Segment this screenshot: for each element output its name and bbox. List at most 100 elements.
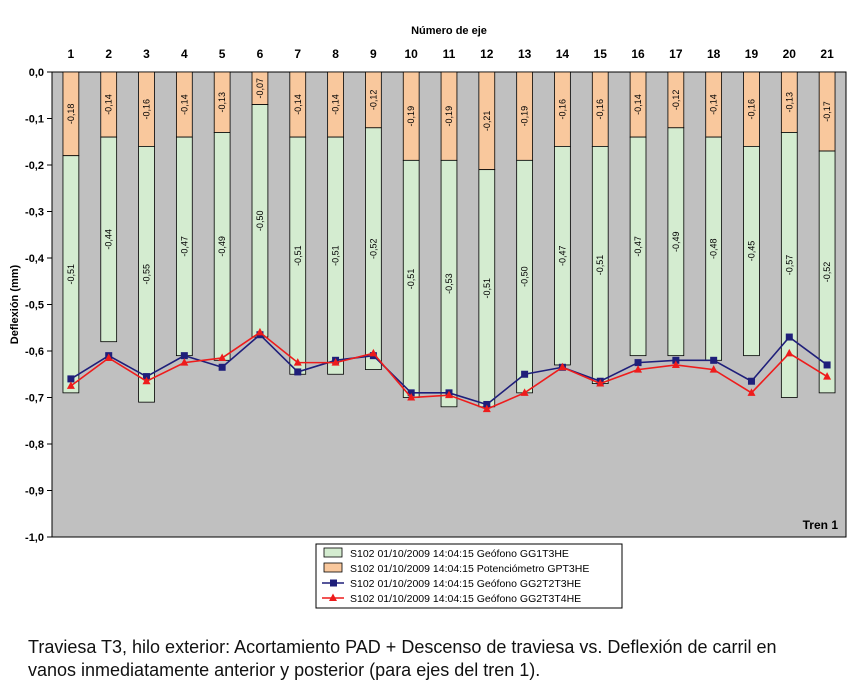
- x-tick-label: 9: [370, 47, 377, 61]
- bar-geofono: [440, 159, 458, 408]
- y-tick-label: -0,9: [25, 486, 44, 498]
- series-annotation: Tren 1: [803, 518, 839, 532]
- bar-label-geofono: -0,52: [822, 262, 832, 283]
- bar-label-potenciometro: -0,14: [293, 94, 303, 115]
- bar-label-geofono: -0,49: [217, 236, 227, 257]
- bar-label-potenciometro: -0,13: [784, 92, 794, 113]
- point-gg2t3t4he: [255, 327, 264, 336]
- bar-label-potenciometro: -0,21: [482, 111, 492, 132]
- legend-label: S102 01/10/2009 14:04:15 Potenciómetro G…: [350, 563, 589, 575]
- point-gg2t2t3he: [294, 368, 302, 376]
- bar-label-geofono: -0,45: [746, 241, 756, 262]
- bar-label-geofono: -0,51: [293, 245, 303, 266]
- x-tick-label: 15: [594, 47, 608, 61]
- bar-geofono: [138, 145, 155, 403]
- bar-label-potenciometro: -0,19: [444, 106, 454, 127]
- y-tick-label: -0,6: [25, 346, 44, 358]
- point-gg2t3t4he: [293, 358, 302, 366]
- legend-swatch-geofono: [323, 547, 343, 558]
- y-tick-label: -1,0: [25, 532, 44, 544]
- y-tick-label: -0,8: [25, 439, 44, 451]
- bar-geofono: [365, 127, 382, 371]
- point-gg2t3t4he: [104, 353, 113, 361]
- bar-label-potenciometro: -0,12: [671, 90, 681, 111]
- bar-label-geofono: -0,49: [671, 231, 681, 252]
- bar-label-geofono: -0,51: [595, 255, 605, 276]
- point-gg2t3t4he: [218, 353, 227, 361]
- bar-label-potenciometro: -0,14: [331, 94, 341, 115]
- bar-label-potenciometro: -0,19: [406, 106, 416, 127]
- point-gg2t3t4he: [142, 376, 151, 385]
- bar-label-potenciometro: -0,07: [255, 78, 265, 99]
- bar-label-geofono: -0,47: [633, 236, 643, 257]
- legend-swatch-potenciometro: [323, 562, 343, 573]
- bar-label-geofono: -0,50: [520, 266, 530, 287]
- point-gg2t3t4he: [823, 372, 832, 380]
- x-axis-title: Número de eje: [411, 25, 487, 37]
- point-gg2t3t4he: [709, 365, 718, 373]
- bar-label-geofono: -0,44: [104, 229, 114, 250]
- y-tick-label: -0,5: [25, 300, 44, 312]
- legend-label: S102 01/10/2009 14:04:15 Geófono GG1T3HE: [350, 548, 569, 560]
- point-gg2t3t4he: [520, 388, 529, 396]
- x-tick-label: 12: [480, 47, 494, 61]
- bar-label-potenciometro: -0,12: [368, 90, 378, 111]
- point-gg2t3t4he: [407, 393, 416, 401]
- y-tick-label: -0,1: [25, 114, 44, 126]
- bar-label-potenciometro: -0,16: [557, 99, 567, 120]
- caption-line-2: vanos inmediatamente anterior y posterio…: [28, 660, 541, 680]
- y-tick-label: 0,0: [29, 67, 44, 79]
- x-tick-label: 19: [745, 47, 759, 61]
- point-gg2t2t3he: [143, 373, 151, 381]
- legend-label: S102 01/10/2009 14:04:15 Geófono GG2T3T4…: [350, 593, 581, 605]
- legend-box: [315, 543, 623, 609]
- bar-label-geofono: -0,48: [709, 238, 719, 259]
- x-tick-label: 11: [443, 47, 456, 61]
- x-tick-label: 10: [405, 47, 419, 61]
- bar-label-geofono: -0,47: [557, 245, 567, 266]
- bar-label-geofono: -0,55: [142, 264, 152, 285]
- y-tick-label: -0,3: [25, 207, 44, 219]
- bar-geofono: [818, 150, 836, 394]
- x-tick-label: 13: [518, 47, 532, 61]
- x-tick-label: 21: [820, 47, 834, 61]
- point-gg2t3t4he: [596, 379, 605, 387]
- bar-label-potenciometro: -0,19: [520, 106, 530, 127]
- bar-geofono: [327, 136, 344, 375]
- x-tick-label: 6: [257, 47, 264, 61]
- bar-geofono: [100, 136, 118, 343]
- point-gg2t2t3he: [521, 370, 529, 378]
- legend-marker-triangle: [329, 593, 337, 601]
- x-tick-label: 4: [181, 47, 188, 61]
- point-gg2t2t3he: [407, 389, 415, 397]
- bar-label-potenciometro: -0,16: [746, 99, 756, 120]
- point-gg2t2t3he: [483, 400, 491, 408]
- point-gg2t3t4he: [558, 362, 567, 371]
- legend-marker-square: [330, 579, 337, 587]
- point-gg2t2t3he: [218, 363, 226, 371]
- point-gg2t3t4he: [634, 365, 643, 373]
- point-gg2t3t4he: [671, 360, 680, 368]
- x-tick-label: 20: [783, 47, 797, 61]
- bar-label-geofono: -0,51: [66, 264, 76, 285]
- y-tick-label: -0,7: [25, 393, 44, 405]
- bar-label-geofono: -0,50: [255, 211, 265, 232]
- bar-label-geofono: -0,47: [179, 236, 189, 257]
- bar-label-geofono: -0,51: [331, 245, 341, 266]
- bar-label-potenciometro: -0,14: [179, 94, 189, 115]
- caption-line-1: Traviesa T3, hilo exterior: Acortamiento…: [28, 637, 777, 657]
- x-tick-label: 17: [669, 47, 683, 61]
- x-tick-label: 8: [332, 47, 339, 61]
- bar-label-potenciometro: -0,14: [104, 94, 114, 115]
- bar-geofono: [629, 136, 647, 357]
- point-gg2t2t3he: [823, 361, 831, 369]
- point-gg2t3t4he: [331, 358, 340, 366]
- bar-label-potenciometro: -0,14: [709, 94, 719, 115]
- bar-geofono: [667, 127, 685, 357]
- y-tick-label: -0,2: [25, 160, 44, 172]
- bar-label-geofono: -0,52: [368, 238, 378, 259]
- x-tick-label: 18: [707, 47, 721, 61]
- legend-label: S102 01/10/2009 14:04:15 Geófono GG2T2T3…: [350, 578, 581, 590]
- point-gg2t3t4he: [785, 348, 794, 357]
- point-gg2t2t3he: [747, 377, 755, 385]
